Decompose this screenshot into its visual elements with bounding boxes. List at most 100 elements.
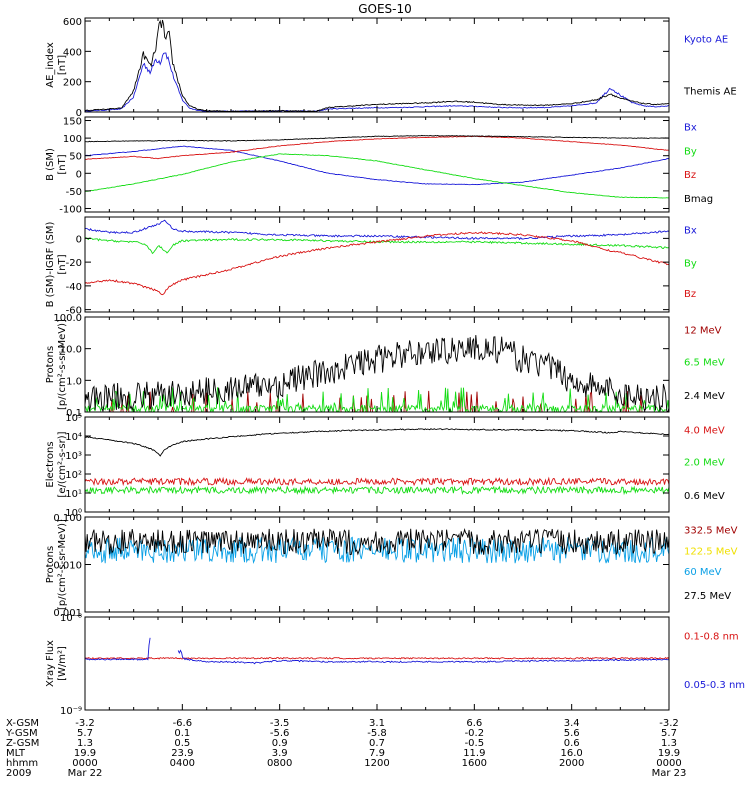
y-tick-label: 100 [63, 134, 82, 145]
ephemeris-cell: Mar 23 [652, 768, 687, 779]
y-tick-label: 0.100 [53, 513, 82, 524]
y-tick-label: 10¹ [65, 489, 82, 500]
y-tick-label: 50 [69, 152, 82, 163]
y-tick-label: -40 [66, 282, 82, 293]
y-axis-label: [nT] [57, 254, 68, 274]
y-axis-label: [p/(cm²-s-sr-MeV)] [57, 319, 68, 410]
legend-entry: By [684, 259, 697, 270]
y-tick-label: 10⁻⁹ [60, 706, 82, 717]
ephemeris-cell: -0.2 [465, 728, 485, 739]
y-axis-label: [W/m²] [57, 646, 68, 681]
legend-entry: Kyoto AE [684, 35, 728, 46]
series-line-27-5-mev [85, 527, 669, 556]
panel-frame [84, 616, 670, 711]
legend-entry: 4.0 MeV [684, 425, 725, 436]
ephemeris-cell: -3.2 [75, 718, 95, 729]
ephemeris-cell: 5.7 [661, 728, 677, 739]
ephemeris-cell: -5.6 [270, 728, 290, 739]
ephemeris-cell: 23.9 [171, 748, 193, 759]
ephemeris-cell: -6.6 [173, 718, 193, 729]
panel-frame [84, 516, 670, 613]
ephemeris-cell: 0000 [656, 758, 681, 769]
legend-entry: Themis AE [683, 86, 737, 97]
y-tick-label: 10⁰ [65, 508, 82, 519]
series-line-bz [85, 231, 669, 296]
y-axis-label: Xray Flux [45, 640, 56, 687]
ephemeris-cell: 3.1 [369, 718, 385, 729]
y-tick-label: 0.1 [66, 408, 82, 419]
y-axis-label: Electrons [45, 441, 56, 487]
legend-entry: Bx [684, 123, 697, 134]
legend-entry: Bx [684, 225, 697, 236]
ephemeris-cell: 0400 [170, 758, 195, 769]
series-line-bz [85, 135, 669, 160]
ephemeris-cell: 0800 [267, 758, 292, 769]
ephemeris-cell: 0.5 [174, 738, 190, 749]
y-tick-label: 10³ [65, 451, 82, 462]
y-axis-label: Protons [45, 546, 56, 583]
series-line-0-05-0-3-nm [85, 637, 151, 661]
y-tick-label: 0 [76, 108, 82, 119]
ephemeris-cell: -0.5 [465, 738, 485, 749]
legend-entry: 60 MeV [684, 567, 722, 578]
panel-frame [84, 316, 670, 413]
y-tick-label: -100 [59, 204, 82, 215]
y-tick-label: 10² [65, 470, 82, 481]
legend-entry: 12 MeV [684, 325, 722, 336]
panel-frame [84, 116, 670, 213]
ephemeris-cell: 16.0 [561, 748, 583, 759]
ephemeris-cell: 1600 [462, 758, 487, 769]
ephemeris-row-label: Y-GSM [5, 728, 38, 739]
y-tick-label: -50 [66, 187, 82, 198]
ephemeris-cell: 3.9 [272, 748, 288, 759]
panel-ae: 0 200 400 600 AE_index [nT] Kyoto AE Themis AE [45, 17, 737, 119]
ephemeris-row-label: MLT [6, 748, 26, 759]
legend-entry: 0.1-0.8 nm [684, 632, 739, 643]
legend-entry: 2.4 MeV [684, 391, 725, 402]
series-group [85, 527, 669, 565]
series-line-0-05-0-3-nm [177, 649, 669, 665]
ephemeris-cell: 19.9 [658, 748, 680, 759]
ephemeris-cell: 1.3 [77, 738, 93, 749]
legend-entry: Bz [684, 289, 696, 300]
y-tick-label: 100.0 [53, 313, 82, 324]
ephemeris-row-label: hhmm [6, 758, 38, 769]
y-tick-label: -60 [66, 306, 82, 317]
ephemeris-cell: 1.3 [661, 738, 677, 749]
plot-title: GOES-10 [358, 2, 412, 16]
panel-bdiff: -60 -40 -20 0 B (SM)-IGRF (SM) [nT] Bx By Bz [45, 216, 697, 317]
ephemeris-cell: 5.7 [77, 728, 93, 739]
ephemeris-cell: 5.6 [564, 728, 580, 739]
series-line-bx [85, 145, 669, 186]
series-line-themis-ae [85, 19, 669, 112]
series-line-2-4-mev [85, 335, 669, 412]
panel-protons_high: 0.100 0.010 0.001 Protons [p/(cm²-s-sr-MeV)]… [45, 513, 738, 619]
legend-entry: 0.05-0.3 nm [684, 680, 745, 691]
ephemeris-cell: -3.2 [659, 718, 679, 729]
legend-entry: 27.5 MeV [684, 591, 731, 602]
series-group [85, 134, 669, 199]
y-tick-label: 0 [76, 234, 82, 245]
y-tick-label: 10⁻⁸ [60, 613, 82, 624]
series-line-bmag [85, 134, 669, 143]
ephemeris-row-label: Z-GSM [6, 738, 39, 749]
ephemeris-row-label: 2009 [6, 768, 31, 779]
series-line-by [85, 153, 669, 199]
y-axis-label: [e/(cm²-s-sr)] [57, 431, 68, 497]
ephemeris-cell: 19.9 [74, 748, 96, 759]
y-tick-label: 1.0 [66, 376, 82, 387]
legend-entry: 2.0 MeV [684, 458, 725, 469]
legend-entry: 122.5 MeV [684, 546, 738, 557]
panel-electrons: 10⁰ 10¹ 10² 10³ 10⁴ 10⁵ Electrons [e/(cm²-s-sr)… [45, 413, 725, 519]
series-group [85, 19, 669, 112]
y-tick-label: 400 [63, 47, 82, 58]
y-axis-label: AE_index [45, 42, 56, 88]
y-tick-label: 0.010 [53, 561, 82, 572]
series-line-0-6-mev [85, 428, 669, 457]
y-axis-label: B (SM) [45, 148, 56, 181]
ephemeris-cell: 0000 [72, 758, 97, 769]
panel-xray: 10⁻⁸ 10⁻⁹ Xray Flux [W/m²] 0.1-0.8 nm 0.05-0.… [45, 613, 745, 717]
y-axis-label: B (SM)-IGRF (SM) [45, 222, 56, 308]
legend-entry: 0.6 MeV [684, 491, 725, 502]
y-tick-label: 10⁵ [65, 413, 82, 424]
